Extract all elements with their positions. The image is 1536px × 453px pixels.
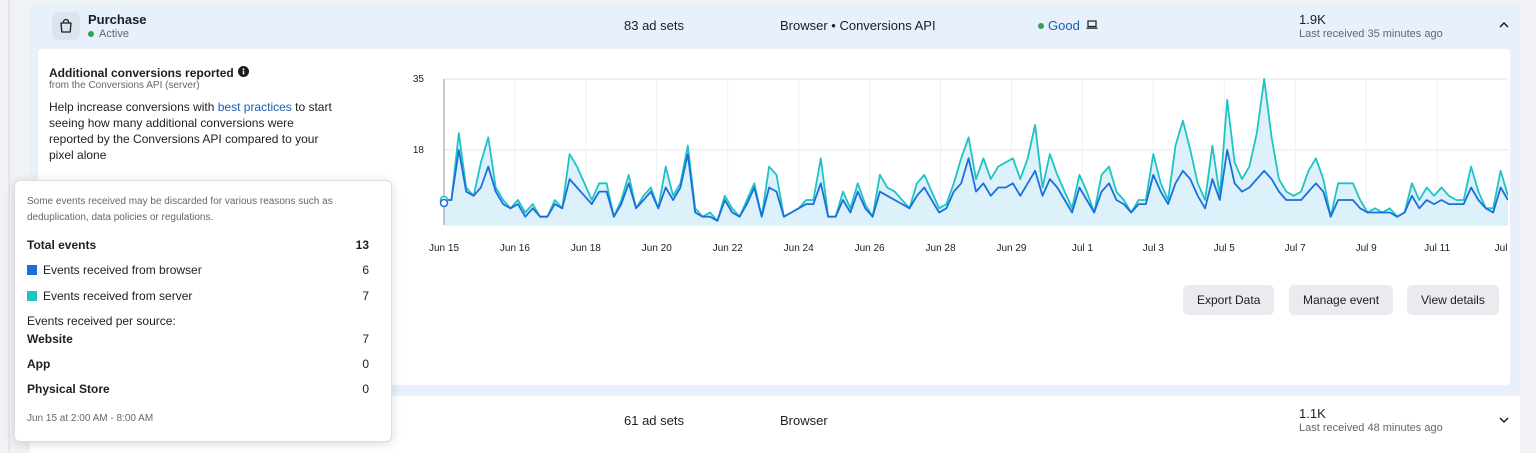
ad-sets-count: 61 ad sets <box>624 413 684 428</box>
tooltip-browser-label: Events received from browser <box>43 263 202 277</box>
status-dot-icon <box>88 31 94 37</box>
x-tick-label: Jul 11 <box>1424 243 1450 254</box>
integration-label: Browser <box>780 413 828 428</box>
x-tick-label: Jun 20 <box>642 243 672 254</box>
tooltip-browser-row: Events received from browser 6 <box>27 262 369 278</box>
last-received: Last received 48 minutes ago <box>1299 422 1443 434</box>
x-axis-ticks: Jun 15 Jun 16 Jun 18 Jun 20 Jun 22 Jun 24 Jun … <box>429 243 1508 254</box>
tooltip-server-label: Events received from server <box>43 289 193 303</box>
server-swatch-icon <box>27 291 37 301</box>
tooltip-per-source-label: Events received per source: <box>27 314 176 328</box>
x-tick-label: Jul 7 <box>1285 243 1307 254</box>
browser-swatch-icon <box>27 265 37 275</box>
x-tick-label: Jun 28 <box>926 243 956 254</box>
chevron-down-icon[interactable] <box>1498 413 1510 431</box>
x-tick-label: Jun 15 <box>429 243 459 254</box>
browser-series-line <box>444 149 1508 222</box>
events-chart[interactable]: 35 18 Jun 15 Jun 16 Jun 18 Jun 20 Jun 22 Jun 2… <box>368 69 1508 269</box>
event-name: Purchase <box>88 12 147 27</box>
y-tick-label: 18 <box>413 145 425 156</box>
left-strip <box>0 0 11 453</box>
tooltip-app-label: App <box>27 357 51 371</box>
tooltip-store-label: Physical Store <box>27 382 110 396</box>
quality-dot-icon <box>1038 22 1044 29</box>
x-tick-label: Jun 24 <box>784 243 814 254</box>
laptop-icon <box>1086 18 1098 33</box>
view-details-button[interactable]: View details <box>1407 285 1499 315</box>
event-status-label: Active <box>99 28 129 40</box>
event-count: 1.1K <box>1299 406 1326 421</box>
tooltip-app-row: App 0 <box>27 356 369 372</box>
tooltip-total-value: 13 <box>355 238 369 252</box>
tooltip-browser-value: 6 <box>362 263 369 277</box>
x-tick-label: Jul 5 <box>1214 243 1236 254</box>
hover-point-browser <box>439 198 449 208</box>
event-count: 1.9K <box>1299 12 1326 27</box>
x-tick-label: Jun 22 <box>713 243 743 254</box>
x-tick-label: Jun 18 <box>571 243 601 254</box>
x-tick-label: Jul 13 <box>1495 243 1508 254</box>
panel-subtitle: from the Conversions API (server) <box>49 80 200 91</box>
panel-description: Help increase conversions with best prac… <box>49 99 339 163</box>
event-match-quality[interactable]: Good <box>1038 18 1098 33</box>
tooltip-server-value: 7 <box>362 289 369 303</box>
x-tick-label: Jun 29 <box>996 243 1026 254</box>
panel-title: Additional conversions reported <box>49 66 249 80</box>
x-tick-label: Jun 16 <box>500 243 530 254</box>
tooltip-app-value: 0 <box>362 357 369 371</box>
manage-event-button[interactable]: Manage event <box>1289 285 1394 315</box>
tooltip-website-value: 7 <box>362 332 369 346</box>
panel-desc-after: to start seeing how many additional conv… <box>49 100 332 162</box>
event-row-header[interactable]: Purchase Active 83 ad sets Browser • Con… <box>30 4 1520 48</box>
last-received: Last received 35 minutes ago <box>1299 28 1443 40</box>
y-tick-label: 35 <box>413 74 425 85</box>
x-tick-label: Jul 9 <box>1356 243 1378 254</box>
chart-tooltip: Some events received may be discarded fo… <box>14 180 392 442</box>
tooltip-store-row: Physical Store 0 <box>27 381 369 397</box>
tooltip-total-label: Total events <box>27 238 97 252</box>
tooltip-time-range: Jun 15 at 2:00 AM - 8:00 AM <box>27 413 154 424</box>
y-axis-ticks: 35 18 <box>413 74 425 156</box>
x-tick-label: Jul 3 <box>1143 243 1165 254</box>
quality-label: Good <box>1048 18 1080 33</box>
tooltip-store-value: 0 <box>362 382 369 396</box>
shopping-bag-icon <box>52 12 80 40</box>
export-data-button[interactable]: Export Data <box>1183 285 1275 315</box>
panel-desc-before: Help increase conversions with <box>49 100 218 114</box>
tooltip-server-row: Events received from server 7 <box>27 288 369 304</box>
info-icon[interactable] <box>237 66 249 80</box>
tooltip-website-row: Website 7 <box>27 331 369 347</box>
server-area-fill <box>444 79 1508 225</box>
best-practices-link[interactable]: best practices <box>217 100 292 114</box>
left-strip-divider <box>8 0 10 453</box>
panel-title-text: Additional conversions reported <box>49 66 234 80</box>
tooltip-total-row: Total events 13 <box>27 237 369 253</box>
tooltip-website-label: Website <box>27 332 73 346</box>
chevron-up-icon[interactable] <box>1498 18 1510 36</box>
tooltip-note: Some events received may be discarded fo… <box>27 196 333 223</box>
x-tick-label: Jun 26 <box>855 243 885 254</box>
integration-label: Browser • Conversions API <box>780 18 936 33</box>
event-status: Active <box>88 28 129 40</box>
x-tick-label: Jul 1 <box>1072 243 1094 254</box>
tooltip-per-source-row: Events received per source: <box>27 313 369 329</box>
ad-sets-count: 83 ad sets <box>624 18 684 33</box>
